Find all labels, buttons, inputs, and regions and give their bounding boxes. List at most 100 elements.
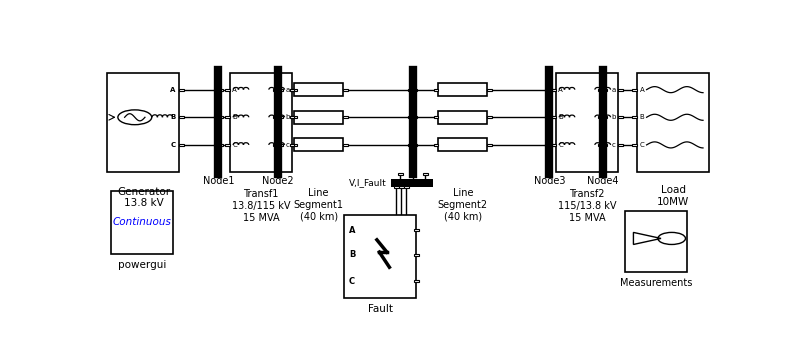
Text: V,I_Fault: V,I_Fault bbox=[349, 178, 387, 187]
Text: B: B bbox=[349, 250, 355, 260]
Bar bbox=[633, 89, 637, 91]
Bar bbox=[398, 173, 403, 175]
Text: c: c bbox=[612, 142, 616, 148]
Bar bbox=[598, 144, 603, 146]
Bar bbox=[218, 144, 223, 146]
Bar bbox=[618, 89, 623, 91]
Bar bbox=[343, 116, 348, 118]
Bar bbox=[618, 144, 623, 146]
Text: Generator
13.8 kV: Generator 13.8 kV bbox=[116, 187, 170, 208]
Text: A: A bbox=[232, 87, 237, 93]
Bar bbox=[633, 116, 637, 118]
Bar bbox=[273, 144, 278, 146]
Bar bbox=[214, 116, 218, 118]
Bar bbox=[290, 144, 294, 146]
Bar bbox=[556, 73, 618, 172]
Text: C: C bbox=[171, 142, 176, 148]
Text: a: a bbox=[286, 87, 290, 93]
Bar bbox=[487, 116, 492, 118]
Text: Continuous: Continuous bbox=[112, 217, 172, 227]
Bar bbox=[399, 185, 404, 188]
Text: C: C bbox=[558, 142, 563, 148]
Bar bbox=[290, 89, 294, 91]
Bar bbox=[180, 144, 184, 146]
Bar bbox=[290, 116, 294, 118]
Bar bbox=[544, 116, 549, 118]
Bar bbox=[278, 89, 282, 91]
Bar bbox=[487, 144, 492, 146]
Bar bbox=[273, 116, 278, 118]
Text: B: B bbox=[640, 114, 645, 120]
Text: Fault: Fault bbox=[368, 304, 393, 314]
Bar bbox=[413, 144, 417, 146]
Bar bbox=[549, 116, 554, 118]
Text: Transf2
115/13.8 kV
15 MVA: Transf2 115/13.8 kV 15 MVA bbox=[557, 189, 616, 222]
Bar bbox=[214, 89, 218, 91]
Text: Line
Segment1
(40 km): Line Segment1 (40 km) bbox=[294, 188, 344, 221]
Bar bbox=[544, 89, 549, 91]
Bar bbox=[408, 144, 413, 146]
Bar bbox=[273, 89, 278, 91]
Bar bbox=[290, 144, 294, 146]
Bar bbox=[637, 73, 709, 172]
Text: C: C bbox=[232, 142, 237, 148]
Bar bbox=[290, 116, 294, 118]
Bar bbox=[394, 185, 399, 188]
Bar bbox=[414, 280, 419, 282]
Bar bbox=[218, 89, 223, 91]
Text: Line
Segment2
(40 km): Line Segment2 (40 km) bbox=[438, 188, 488, 221]
Bar bbox=[225, 89, 230, 91]
Bar bbox=[111, 191, 173, 254]
Bar bbox=[434, 89, 438, 91]
Bar bbox=[180, 89, 184, 91]
Bar bbox=[633, 144, 637, 146]
Bar bbox=[278, 116, 282, 118]
Bar bbox=[413, 116, 417, 118]
Bar bbox=[343, 144, 348, 146]
Bar bbox=[551, 116, 556, 118]
Text: A: A bbox=[349, 226, 355, 235]
Bar bbox=[434, 144, 438, 146]
Bar bbox=[549, 89, 554, 91]
Text: a: a bbox=[612, 87, 616, 93]
Bar bbox=[603, 144, 608, 146]
Text: b: b bbox=[612, 114, 616, 120]
Bar bbox=[618, 116, 623, 118]
Bar bbox=[438, 83, 487, 96]
Bar bbox=[414, 254, 419, 256]
Bar bbox=[180, 116, 184, 118]
Bar bbox=[230, 73, 292, 172]
Bar bbox=[551, 144, 556, 146]
Bar bbox=[423, 173, 428, 175]
Bar bbox=[625, 211, 688, 272]
Bar bbox=[544, 144, 549, 146]
Bar bbox=[225, 116, 230, 118]
Bar bbox=[551, 89, 556, 91]
Text: Transf1
13.8/115 kV
15 MVA: Transf1 13.8/115 kV 15 MVA bbox=[231, 189, 290, 222]
Text: Node1: Node1 bbox=[202, 177, 234, 187]
Text: Node3: Node3 bbox=[534, 177, 565, 187]
Bar bbox=[549, 144, 554, 146]
Bar bbox=[603, 116, 608, 118]
Bar bbox=[408, 89, 413, 91]
Bar bbox=[598, 89, 603, 91]
Text: Measurements: Measurements bbox=[620, 278, 693, 288]
Bar bbox=[292, 116, 297, 118]
Bar bbox=[438, 138, 487, 152]
Bar bbox=[294, 111, 343, 124]
Bar bbox=[225, 144, 230, 146]
Bar bbox=[294, 138, 343, 152]
Text: A: A bbox=[640, 87, 645, 93]
Bar bbox=[408, 116, 413, 118]
Text: C: C bbox=[640, 142, 645, 148]
Bar bbox=[410, 173, 415, 175]
Bar bbox=[343, 89, 348, 91]
Text: powergui: powergui bbox=[117, 260, 166, 270]
Bar bbox=[438, 111, 487, 124]
Bar bbox=[434, 116, 438, 118]
Bar bbox=[414, 229, 419, 231]
Text: c: c bbox=[286, 142, 290, 148]
Text: Load
10MW: Load 10MW bbox=[657, 185, 689, 207]
Bar bbox=[413, 89, 417, 91]
Bar bbox=[603, 89, 608, 91]
